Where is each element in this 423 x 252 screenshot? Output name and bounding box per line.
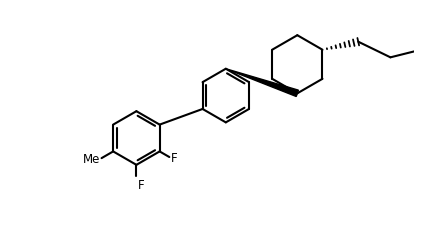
Polygon shape <box>226 70 298 97</box>
Text: Me: Me <box>83 152 100 165</box>
Text: F: F <box>138 178 144 191</box>
Text: F: F <box>170 151 177 164</box>
